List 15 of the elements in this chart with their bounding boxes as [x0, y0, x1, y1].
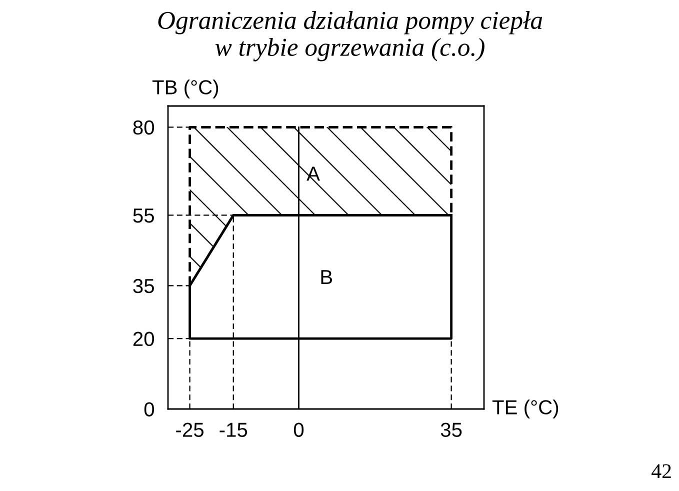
text: B — [321, 270, 332, 284]
x-tick-label: 35 — [440, 422, 462, 437]
y-tick-label: 80 — [133, 120, 154, 135]
y-tick-label: 35 — [133, 278, 154, 294]
x-tick-label: -15 — [220, 422, 248, 437]
y-tick-label: 55 — [133, 208, 154, 223]
series-label: A — [306, 166, 320, 181]
x-tick-label: -25 — [176, 422, 204, 437]
y-axis-title: TB (°C) — [152, 80, 218, 98]
text: 42 — [652, 464, 671, 478]
x-tick-label: 0 — [294, 422, 304, 437]
y-tick-label: 0 — [144, 402, 154, 416]
chart-title: Ograniczenia działania pompy ciepła w trybie ogrzewania (c.o.) — [158, 11, 542, 62]
y-tick-label: 20 — [133, 332, 154, 346]
x-axis-title: TE (°C) — [492, 400, 558, 418]
